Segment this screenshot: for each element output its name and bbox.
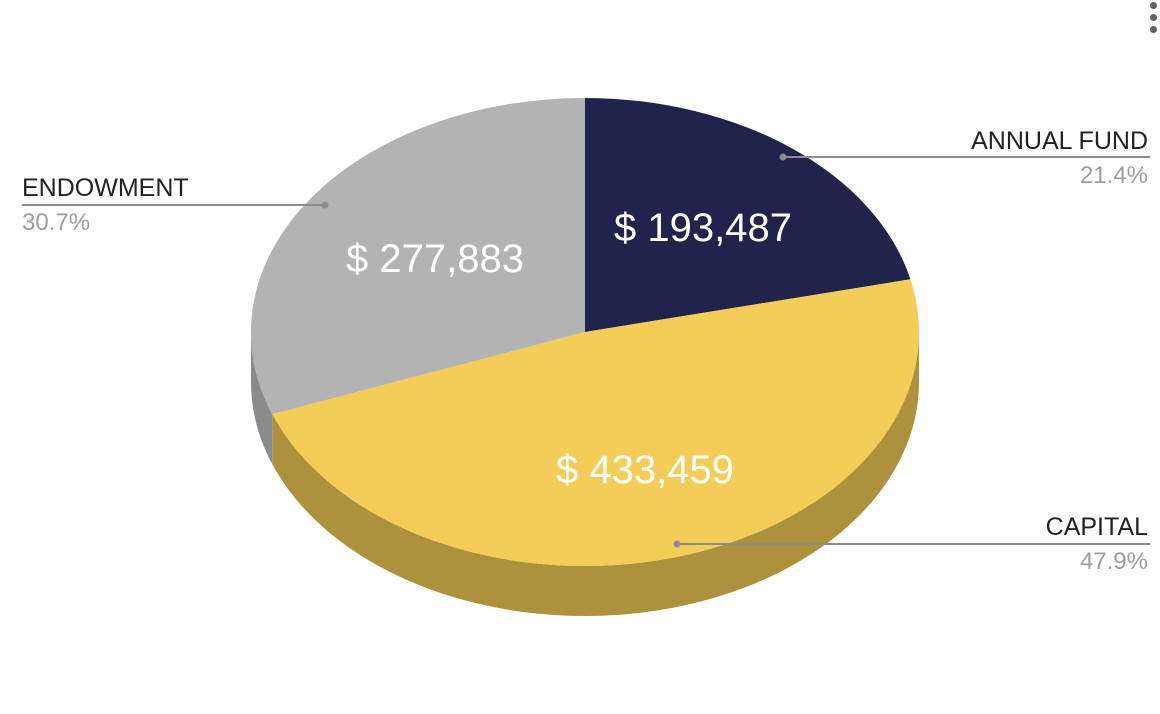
- percent-label-endowment: 30.7%: [22, 209, 90, 236]
- leader-dot-endowment: [321, 201, 329, 209]
- menu-dot: [1150, 14, 1157, 21]
- value-label-capital: $ 433,459: [556, 448, 734, 492]
- category-label-capital: CAPITAL: [1046, 513, 1148, 541]
- category-label-endowment: ENDOWMENT: [22, 174, 189, 202]
- percent-label-annual-fund: 21.4%: [1080, 162, 1148, 189]
- leader-dot-capital: [673, 540, 681, 548]
- percent-label-capital: 47.9%: [1080, 548, 1148, 575]
- value-label-annual-fund: $ 193,487: [614, 206, 792, 250]
- slice-annual-fund[interactable]: [585, 98, 911, 332]
- pie-labels: $ 193,487 ANNUAL FUND 21.4% $ 433,459 CAPITA…: [22, 127, 1150, 575]
- menu-dot: [1150, 2, 1157, 9]
- slice-capital[interactable]: [272, 279, 920, 567]
- pie-tops: [250, 98, 920, 567]
- chart-menu-icon[interactable]: [1148, 2, 1158, 38]
- slice-side-endowment: [251, 332, 273, 465]
- value-label-endowment: $ 277,883: [346, 237, 524, 281]
- slice-endowment[interactable]: [250, 98, 585, 415]
- menu-dot: [1150, 26, 1157, 33]
- leader-dot-annual-fund: [779, 153, 787, 161]
- category-label-annual-fund: ANNUAL FUND: [971, 127, 1148, 155]
